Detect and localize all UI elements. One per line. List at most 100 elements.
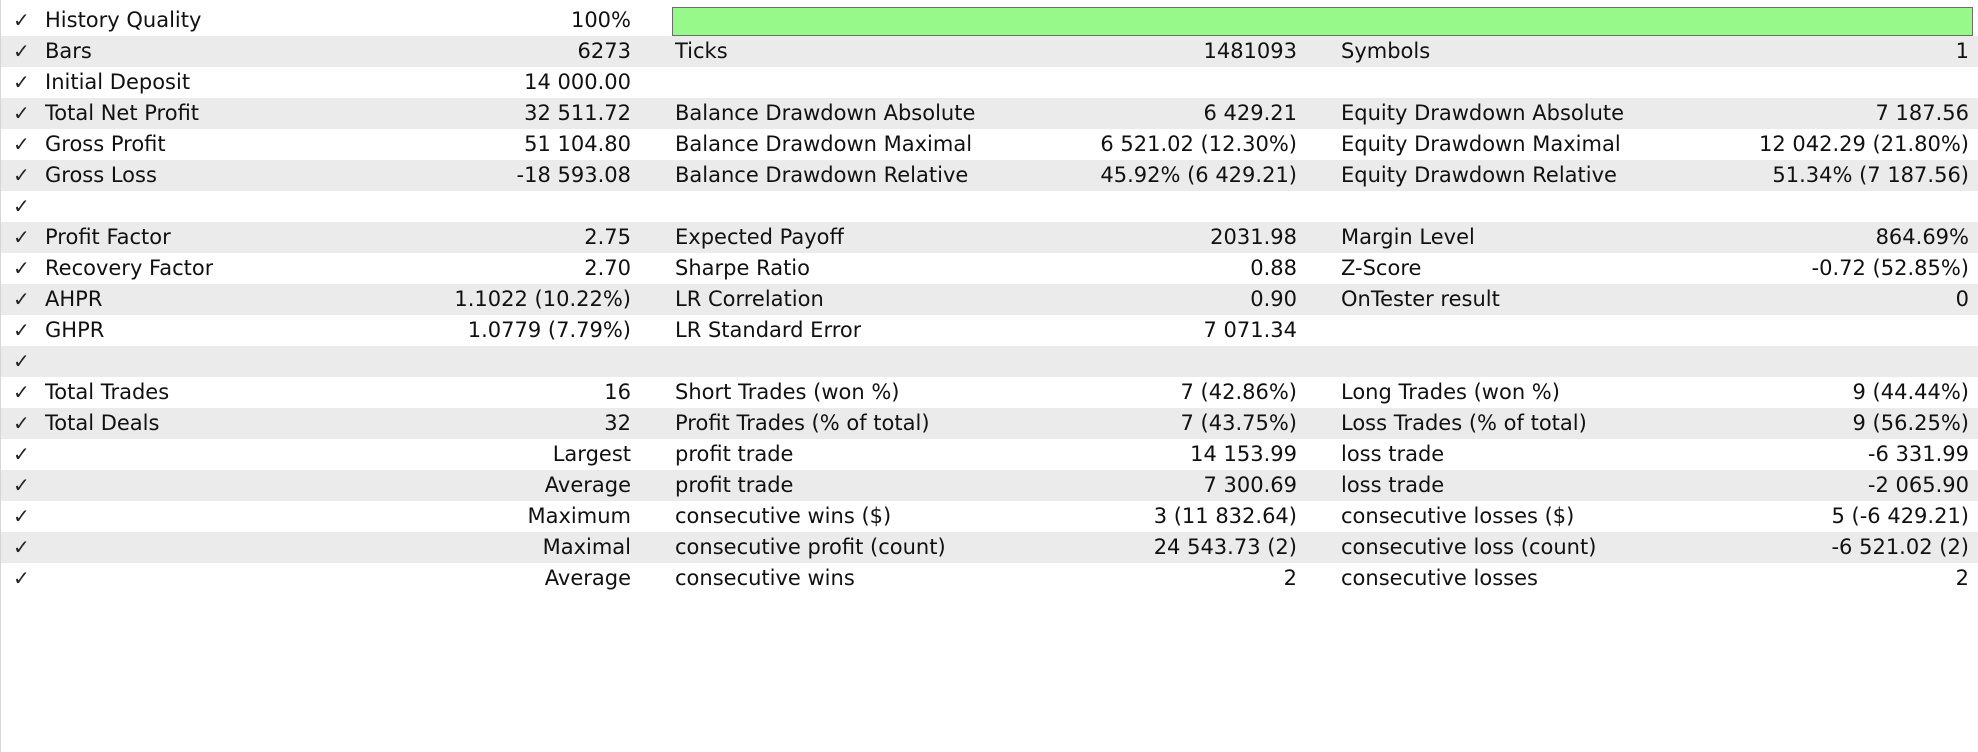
- report-row[interactable]: ✓: [1, 191, 1978, 222]
- stat-label: Gross Profit: [45, 132, 166, 156]
- stat-label: consecutive losses: [1341, 566, 1538, 590]
- stat-label: GHPR: [45, 318, 105, 342]
- check-icon: ✓: [13, 473, 30, 497]
- stat-label: Bars: [45, 39, 92, 63]
- report-row[interactable]: ✓ GHPR 1.0779 (7.79%) LR Standard Error 7 07…: [1, 315, 1978, 346]
- stat-value: 24 543.73 (2): [1153, 535, 1297, 559]
- stat-value: -6 521.02 (2): [1831, 535, 1969, 559]
- stat-label: profit trade: [675, 442, 794, 466]
- report-row[interactable]: ✓ Initial Deposit 14 000.00: [1, 67, 1978, 98]
- stat-value: 7 (42.86%): [1180, 380, 1298, 404]
- report-row[interactable]: ✓ Recovery Factor 2.70 Sharpe Ratio 0.88 Z-Sc…: [1, 253, 1978, 284]
- stat-value: 2.70: [584, 256, 631, 280]
- report-row[interactable]: ✓ AHPR 1.1022 (10.22%) LR Correlation 0.90 On…: [1, 284, 1978, 315]
- stat-label: loss trade: [1341, 442, 1445, 466]
- stat-value: 6 521.02 (12.30%): [1100, 132, 1297, 156]
- stat-label: loss trade: [1341, 473, 1445, 497]
- stat-value: 7 071.34: [1203, 318, 1297, 342]
- stat-label: Symbols: [1341, 39, 1431, 63]
- history-quality-label: History Quality: [45, 8, 202, 32]
- history-quality-bar-fill: [673, 8, 1972, 35]
- report-row[interactable]: ✓ Profit Factor 2.75 Expected Payoff 2031.98…: [1, 222, 1978, 253]
- report-row[interactable]: ✓ Total Deals 32 Profit Trades (% of total)…: [1, 408, 1978, 439]
- check-icon: ✓: [13, 411, 30, 435]
- stat-label: consecutive loss (count): [1341, 535, 1597, 559]
- stat-value: 14 000.00: [524, 70, 631, 94]
- report-row[interactable]: ✓ Gross Loss -18 593.08 Balance Drawdown Re…: [1, 160, 1978, 191]
- stat-value: 7 300.69: [1203, 473, 1297, 497]
- stat-value: -18 593.08: [516, 163, 631, 187]
- check-icon: ✓: [13, 132, 30, 156]
- report-row[interactable]: ✓ Bars 6273 Ticks 1481093 Symbols 1: [1, 36, 1978, 67]
- check-icon: ✓: [13, 70, 30, 94]
- stat-value: 51 104.80: [524, 132, 631, 156]
- stat-value: 2.75: [584, 225, 631, 249]
- check-icon: ✓: [13, 504, 30, 528]
- stat-value: 1481093: [1203, 39, 1297, 63]
- report-row[interactable]: ✓ Average consecutive wins 2 consecutive los…: [1, 563, 1978, 594]
- stat-value: 1: [1955, 39, 1969, 63]
- check-icon: ✓: [13, 380, 30, 404]
- check-icon: ✓: [13, 318, 30, 342]
- check-icon: ✓: [13, 8, 30, 32]
- stat-label: Equity Drawdown Maximal: [1341, 132, 1621, 156]
- check-icon: ✓: [13, 287, 30, 311]
- stat-value: Average: [544, 473, 631, 497]
- history-quality-value: 100%: [570, 8, 631, 32]
- stat-value: 5 (-6 429.21): [1831, 504, 1969, 528]
- report-row[interactable]: ✓: [1, 346, 1978, 377]
- stat-value: 0.90: [1250, 287, 1297, 311]
- stat-value: 45.92% (6 429.21): [1100, 163, 1297, 187]
- check-icon: ✓: [13, 101, 30, 125]
- check-icon: ✓: [13, 442, 30, 466]
- stat-value: 2: [1283, 566, 1297, 590]
- report-row[interactable]: ✓ Total Trades 16 Short Trades (won %) 7 (42…: [1, 377, 1978, 408]
- report-row[interactable]: ✓ Largest profit trade 14 153.99 loss trade -…: [1, 439, 1978, 470]
- check-icon: ✓: [13, 163, 30, 187]
- check-icon: ✓: [13, 39, 30, 63]
- stat-label: Equity Drawdown Absolute: [1341, 101, 1625, 125]
- stat-label: LR Standard Error: [675, 318, 862, 342]
- stat-label: Total Trades: [45, 380, 170, 404]
- stat-label: consecutive losses ($): [1341, 504, 1575, 528]
- stat-label: AHPR: [45, 287, 103, 311]
- stat-value: 2031.98: [1210, 225, 1297, 249]
- check-icon: ✓: [13, 535, 30, 559]
- stat-value: Maximum: [527, 504, 631, 528]
- stat-value: 1.0779 (7.79%): [467, 318, 631, 342]
- report-row[interactable]: ✓ Average profit trade 7 300.69 loss trade -2…: [1, 470, 1978, 501]
- stat-label: Equity Drawdown Relative: [1341, 163, 1617, 187]
- stat-label: Margin Level: [1341, 225, 1475, 249]
- stat-value: 9 (44.44%): [1852, 380, 1970, 404]
- stat-value: 7 187.56: [1875, 101, 1969, 125]
- stat-value: 3 (11 832.64): [1153, 504, 1297, 528]
- stat-label: Balance Drawdown Absolute: [675, 101, 976, 125]
- stat-value: Maximal: [542, 535, 631, 559]
- stat-label: Loss Trades (% of total): [1341, 411, 1587, 435]
- report-row[interactable]: ✓ Maximum consecutive wins ($) 3 (11 832.64…: [1, 501, 1978, 532]
- stat-label: Initial Deposit: [45, 70, 191, 94]
- stat-value: 0: [1955, 287, 1969, 311]
- stat-label: consecutive wins: [675, 566, 855, 590]
- stat-value: -6 331.99: [1867, 442, 1969, 466]
- stat-label: Gross Loss: [45, 163, 157, 187]
- stat-label: Long Trades (won %): [1341, 380, 1560, 404]
- stat-value: 6 429.21: [1203, 101, 1297, 125]
- stat-label: Z-Score: [1341, 256, 1422, 280]
- stat-label: Total Deals: [45, 411, 160, 435]
- report-row-history-quality[interactable]: ✓ History Quality 100%: [1, 5, 1978, 36]
- report-row[interactable]: ✓ Total Net Profit 32 511.72 Balance Drawdo…: [1, 98, 1978, 129]
- stat-value: -2 065.90: [1867, 473, 1969, 497]
- stat-value: 1.1022 (10.22%): [454, 287, 631, 311]
- report-row[interactable]: ✓ Gross Profit 51 104.80 Balance Drawdown M…: [1, 129, 1978, 160]
- check-icon: ✓: [13, 194, 30, 218]
- stat-label: Balance Drawdown Relative: [675, 163, 969, 187]
- stat-value: 51.34% (7 187.56): [1772, 163, 1969, 187]
- report-row[interactable]: ✓ Maximal consecutive profit (count) 24 543…: [1, 532, 1978, 563]
- stat-value: 6273: [577, 39, 631, 63]
- stat-value: -0.72 (52.85%): [1811, 256, 1969, 280]
- stat-value: 32 511.72: [524, 101, 631, 125]
- stat-label: LR Correlation: [675, 287, 824, 311]
- stat-label: Short Trades (won %): [675, 380, 900, 404]
